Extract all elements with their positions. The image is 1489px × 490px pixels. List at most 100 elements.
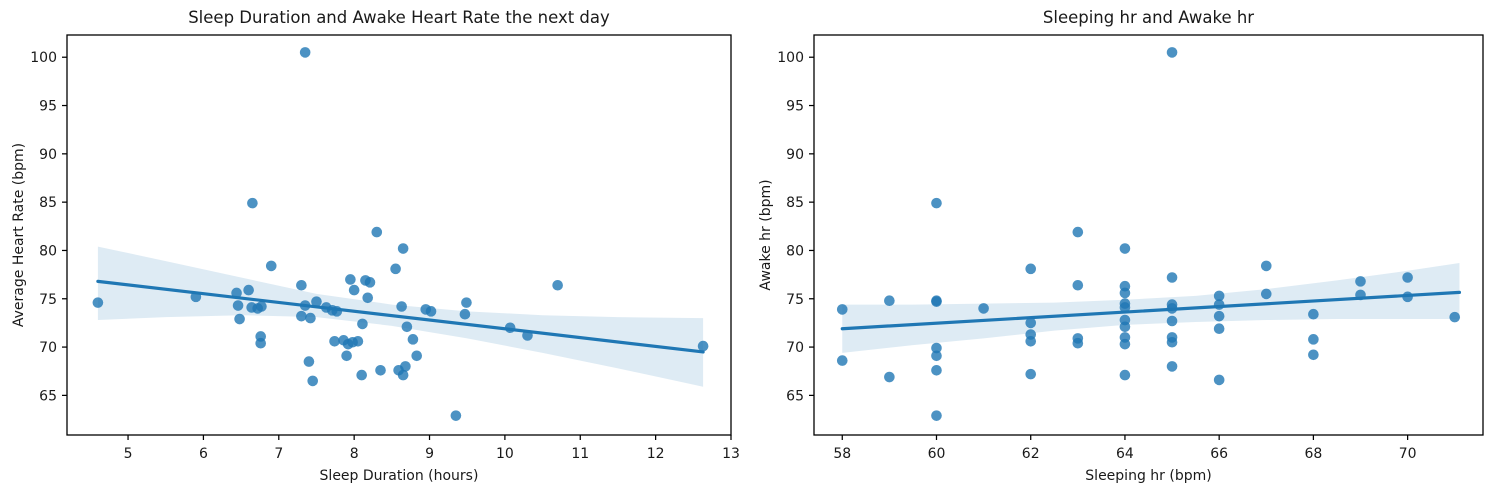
plot-title: Sleep Duration and Awake Heart Rate the … — [188, 8, 610, 27]
regression-line — [96, 279, 705, 354]
data-point — [411, 350, 423, 362]
data-point — [364, 277, 376, 288]
data-point — [1308, 334, 1319, 345]
data-point — [1025, 317, 1037, 329]
data-point — [425, 306, 437, 317]
y-axis: 65 70 75 80 85 90 95 100 — [30, 50, 67, 404]
data-point — [329, 335, 340, 347]
data-point — [1025, 335, 1037, 347]
data-point — [1355, 276, 1366, 287]
y-tick-label: 75 — [39, 292, 57, 308]
data-point — [450, 410, 462, 421]
data-point — [362, 292, 374, 304]
scatter-points — [836, 47, 1461, 421]
data-point — [256, 301, 267, 312]
x-axis: 5 6 7 8 9 10 11 12 13 — [124, 435, 740, 462]
data-point — [303, 356, 315, 367]
data-point — [231, 287, 242, 299]
plot-sleep-duration-vs-awake-heart-rate: 5 6 7 8 9 10 11 12 13 65 70 75 80 85 90 95 100 Sleep Dura… — [11, 8, 740, 484]
data-point — [1260, 288, 1272, 300]
data-point — [931, 350, 942, 362]
data-point — [1213, 310, 1225, 322]
data-point — [1072, 337, 1084, 349]
data-point — [190, 291, 202, 303]
data-point — [1402, 272, 1413, 283]
y-tick-label: 90 — [39, 147, 57, 163]
x-tick-label: 58 — [833, 446, 851, 462]
data-point — [311, 296, 322, 307]
x-tick-label: 12 — [647, 446, 665, 462]
data-point — [1166, 303, 1178, 314]
data-point — [397, 369, 409, 381]
data-point — [345, 274, 356, 285]
y-tick-label: 80 — [39, 243, 57, 259]
x-axis-label: Sleep Duration (hours) — [320, 468, 479, 484]
data-point — [522, 330, 533, 341]
left-chart-svg: 5 6 7 8 9 10 11 12 13 65 70 75 80 85 90 95 100 Sleep Dura… — [11, 8, 740, 484]
data-point — [836, 355, 848, 366]
data-point — [1166, 361, 1178, 372]
right-chart-svg: 58 60 62 64 66 68 70 65 70 75 80 85 90 95 100 Sleeping … — [758, 8, 1484, 484]
data-point — [371, 226, 383, 238]
x-tick-label: 70 — [1399, 446, 1417, 462]
data-point — [299, 47, 311, 58]
y-tick-label: 65 — [786, 388, 804, 404]
data-point — [697, 340, 709, 352]
data-point — [341, 350, 352, 362]
data-point — [331, 306, 343, 317]
data-point — [1308, 308, 1319, 320]
data-point — [884, 295, 895, 307]
data-point — [407, 334, 419, 345]
data-point — [1213, 374, 1225, 386]
data-point — [461, 297, 472, 308]
data-point — [1025, 263, 1037, 275]
data-point — [92, 297, 104, 308]
data-point — [296, 279, 307, 291]
x-tick-label: 7 — [274, 446, 283, 462]
y-tick-label: 100 — [30, 50, 57, 66]
data-point — [265, 260, 277, 272]
y-tick-label: 95 — [786, 99, 804, 115]
data-point — [1166, 315, 1178, 327]
y-tick-label: 70 — [39, 340, 57, 356]
y-tick-label: 80 — [786, 243, 804, 259]
data-point — [1449, 311, 1461, 323]
x-tick-label: 68 — [1304, 446, 1322, 462]
data-point — [931, 342, 942, 354]
data-point — [390, 263, 401, 275]
y-tick-label: 75 — [786, 292, 804, 308]
x-tick-label: 60 — [928, 446, 946, 462]
data-point — [1119, 338, 1131, 350]
axes-spines — [66, 34, 732, 436]
y-tick-label: 90 — [786, 147, 804, 163]
data-point — [1119, 287, 1131, 299]
data-point — [504, 322, 516, 334]
data-point — [352, 335, 364, 347]
data-point — [397, 243, 409, 254]
y-axis-label: Awake hr (bpm) — [758, 179, 774, 290]
data-point — [247, 197, 258, 209]
x-tick-label: 62 — [1022, 446, 1040, 462]
x-tick-label: 9 — [425, 446, 434, 462]
data-point — [299, 300, 311, 311]
y-tick-label: 95 — [39, 99, 57, 115]
y-axis: 65 70 75 80 85 90 95 100 — [777, 50, 814, 404]
data-point — [255, 337, 266, 349]
x-axis: 58 60 62 64 66 68 70 — [833, 435, 1417, 462]
y-tick-label: 85 — [39, 195, 57, 211]
data-point — [1308, 349, 1319, 361]
data-point — [1213, 299, 1225, 310]
data-point — [348, 284, 360, 296]
data-point — [1402, 291, 1413, 303]
data-point — [375, 364, 386, 376]
x-tick-label: 66 — [1210, 446, 1228, 462]
y-tick-label: 100 — [777, 50, 804, 66]
data-point — [1166, 47, 1178, 58]
data-point — [931, 197, 942, 209]
x-tick-label: 11 — [571, 446, 589, 462]
data-point — [1213, 290, 1225, 302]
data-point — [1166, 336, 1178, 348]
data-point — [1025, 368, 1037, 380]
data-point — [978, 303, 989, 314]
x-tick-label: 13 — [722, 446, 740, 462]
